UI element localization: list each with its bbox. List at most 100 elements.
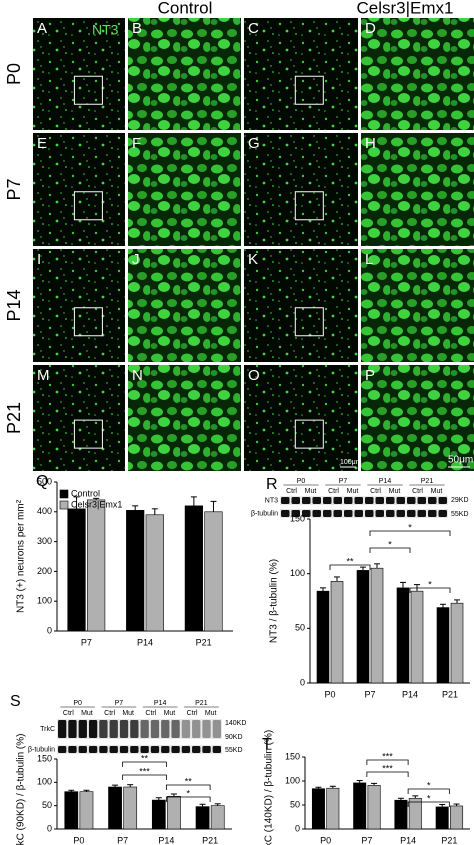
stain-label: NT3 <box>92 22 119 38</box>
micrograph <box>244 133 358 246</box>
blot-band <box>354 510 363 517</box>
blot-lane: Ctrl <box>412 488 423 495</box>
scale-bar-label: 50μm <box>448 455 473 466</box>
blot-band <box>302 497 311 504</box>
blot-band <box>58 720 67 738</box>
blot-band <box>333 510 342 517</box>
micrograph <box>33 249 125 362</box>
scale-bar-label: 100μm <box>340 459 362 466</box>
blot-band <box>99 720 108 738</box>
micrograph <box>361 133 474 246</box>
zoom-box <box>294 307 324 337</box>
blot-band <box>181 720 191 738</box>
significance-label: *** <box>382 763 393 773</box>
zoom-box <box>294 75 324 105</box>
x-tick-label: P0 <box>320 835 331 845</box>
significance-bracket <box>369 547 411 553</box>
micrograph <box>361 249 474 362</box>
panel-letter: G <box>248 135 260 152</box>
panel-letter: T <box>262 736 272 753</box>
bar <box>204 511 223 632</box>
blot-band <box>417 497 426 504</box>
y-tick-label: 100 <box>285 775 300 785</box>
blot-lane: Mut <box>164 710 176 717</box>
bar <box>79 791 94 830</box>
blot-band <box>281 510 290 517</box>
blot-band <box>407 497 416 504</box>
bar <box>145 514 164 632</box>
blot-band <box>396 510 405 517</box>
blot-timepoint: P21 <box>195 700 208 707</box>
blot-band <box>202 720 211 738</box>
x-tick-label: P7 <box>117 835 128 845</box>
x-tick-label: P0 <box>73 835 84 845</box>
x-tick-label: P7 <box>81 637 92 647</box>
bar <box>330 581 344 684</box>
blot-size: 29KD <box>451 497 469 504</box>
bar <box>167 796 181 830</box>
blot-lane: Mut <box>305 488 317 495</box>
significance-bracket <box>409 587 451 593</box>
panel-letter: H <box>365 135 376 152</box>
blot-lane: Ctrl <box>145 710 156 717</box>
blot-band <box>202 746 211 753</box>
bar <box>396 587 410 684</box>
x-tick-label: P14 <box>400 835 416 845</box>
micrograph <box>128 133 241 246</box>
blot-band <box>354 497 363 504</box>
y-tick-label: 100 <box>37 596 52 606</box>
row-label: P0 <box>4 63 24 85</box>
blot-timepoint: P7 <box>115 700 124 707</box>
significance-bracket <box>369 530 451 536</box>
blot-band <box>130 720 139 738</box>
y-axis-label: NT3 / β-tubulin (%) <box>269 559 280 643</box>
significance-bracket <box>165 784 211 790</box>
y-axis-label: TrkC (90KD) / β-tubulin (%) <box>16 734 27 845</box>
x-tick-label: P7 <box>361 835 372 845</box>
y-tick-label: 150 <box>37 753 52 763</box>
panel-letter: F <box>132 135 141 152</box>
blot-band <box>375 497 384 504</box>
micrograph <box>244 249 358 362</box>
blot-band <box>130 746 139 753</box>
micrograph <box>33 365 125 471</box>
x-tick-label: P21 <box>202 835 218 845</box>
y-tick-label: 100 <box>290 568 305 578</box>
blot-lane: Mut <box>81 710 93 717</box>
blot-size: 140KD <box>225 720 246 727</box>
micrograph <box>244 18 358 130</box>
bar <box>311 788 325 830</box>
x-tick-label: P7 <box>364 689 375 699</box>
panel-letter: K <box>248 251 258 268</box>
x-tick-label: P21 <box>196 637 212 647</box>
blot-strip <box>57 745 222 754</box>
blot-band <box>212 746 221 753</box>
panel-letter: S <box>10 693 21 710</box>
micrograph <box>128 18 241 130</box>
significance-bracket <box>366 771 409 777</box>
bar <box>356 570 370 684</box>
panel-letter: A <box>37 20 47 37</box>
blot-band <box>386 497 395 504</box>
y-axis-label: NT3 (+) neurons per mm² <box>16 499 27 613</box>
blot-band <box>333 497 342 504</box>
blot-band <box>161 746 170 753</box>
panel-letter: I <box>37 251 41 268</box>
bar <box>450 805 464 830</box>
blot-size: 55KD <box>225 747 243 754</box>
panel-letter: B <box>132 20 142 37</box>
bar <box>184 505 203 632</box>
blot-band <box>438 510 447 517</box>
bar <box>126 510 145 632</box>
legend-label: Control <box>71 488 100 498</box>
significance-bracket <box>122 774 167 780</box>
y-tick-label: 50 <box>290 799 300 809</box>
bar <box>435 806 449 830</box>
legend-label: Celsr3|Emx1 <box>71 499 122 509</box>
blot-lane: Ctrl <box>286 488 297 495</box>
significance-label: *** <box>139 766 150 776</box>
bar <box>367 785 381 830</box>
bar <box>408 797 422 830</box>
significance-label: ** <box>185 776 193 786</box>
